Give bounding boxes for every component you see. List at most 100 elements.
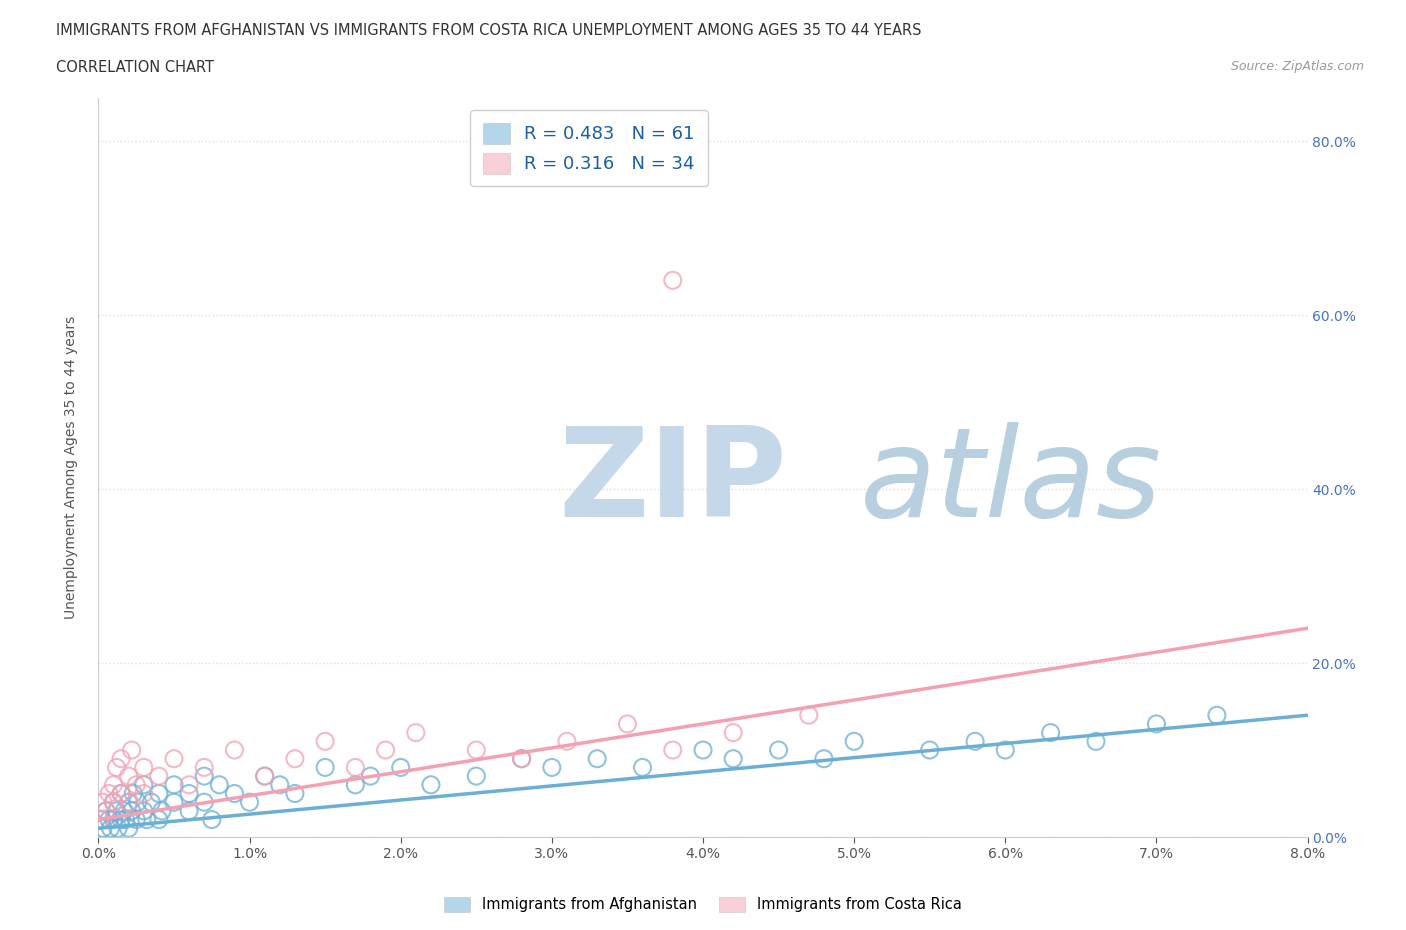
Point xyxy=(1206,708,1229,723)
Point xyxy=(125,777,148,792)
Point xyxy=(163,777,186,792)
Point xyxy=(118,795,141,810)
Point xyxy=(344,777,367,792)
Point xyxy=(127,795,149,810)
Legend: R = 0.483   N = 61, R = 0.316   N = 34: R = 0.483 N = 61, R = 0.316 N = 34 xyxy=(470,111,707,186)
Point xyxy=(768,742,790,757)
Point xyxy=(118,795,141,810)
Point xyxy=(105,760,128,775)
Point xyxy=(103,812,125,827)
Point xyxy=(208,777,231,792)
Point xyxy=(141,795,163,810)
Point xyxy=(90,812,112,827)
Point xyxy=(253,769,276,784)
Point xyxy=(125,812,148,827)
Point xyxy=(510,751,533,766)
Point xyxy=(179,786,201,801)
Point xyxy=(360,769,382,784)
Point xyxy=(118,769,141,784)
Point xyxy=(107,821,129,836)
Point xyxy=(118,821,141,836)
Legend: Immigrants from Afghanistan, Immigrants from Costa Rica: Immigrants from Afghanistan, Immigrants … xyxy=(439,891,967,918)
Point xyxy=(723,751,745,766)
Point xyxy=(555,734,578,749)
Point xyxy=(1085,734,1108,749)
Point xyxy=(239,795,262,810)
Point xyxy=(122,786,145,801)
Point xyxy=(132,777,155,792)
Point xyxy=(314,734,336,749)
Point xyxy=(98,812,121,827)
Point xyxy=(374,742,396,757)
Point xyxy=(201,812,224,827)
Point xyxy=(918,742,941,757)
Point xyxy=(284,786,307,801)
Point xyxy=(405,725,427,740)
Point xyxy=(631,760,654,775)
Point xyxy=(284,751,307,766)
Point xyxy=(150,804,173,818)
Point xyxy=(510,751,533,766)
Point xyxy=(541,760,564,775)
Point xyxy=(103,777,125,792)
Point xyxy=(163,751,186,766)
Point xyxy=(269,777,291,792)
Point xyxy=(723,725,745,740)
Y-axis label: Unemployment Among Ages 35 to 44 years: Unemployment Among Ages 35 to 44 years xyxy=(63,315,77,619)
Point xyxy=(692,742,714,757)
Point xyxy=(965,734,987,749)
Point xyxy=(132,786,155,801)
Point xyxy=(132,760,155,775)
Point xyxy=(112,804,135,818)
Text: IMMIGRANTS FROM AFGHANISTAN VS IMMIGRANTS FROM COSTA RICA UNEMPLOYMENT AMONG AGE: IMMIGRANTS FROM AFGHANISTAN VS IMMIGRANT… xyxy=(56,23,922,38)
Point xyxy=(135,812,157,827)
Point xyxy=(98,786,121,801)
Text: Source: ZipAtlas.com: Source: ZipAtlas.com xyxy=(1230,60,1364,73)
Point xyxy=(110,786,132,801)
Point xyxy=(103,795,125,810)
Point xyxy=(662,742,685,757)
Point xyxy=(465,769,488,784)
Point xyxy=(844,734,866,749)
Point xyxy=(110,751,132,766)
Point xyxy=(994,742,1017,757)
Text: atlas: atlas xyxy=(860,421,1163,542)
Point xyxy=(148,786,170,801)
Text: ZIP: ZIP xyxy=(558,421,786,542)
Point xyxy=(1039,725,1062,740)
Point xyxy=(179,804,201,818)
Point xyxy=(797,708,820,723)
Point xyxy=(344,760,367,775)
Point xyxy=(114,812,136,827)
Point xyxy=(662,272,685,287)
Text: CORRELATION CHART: CORRELATION CHART xyxy=(56,60,214,75)
Point xyxy=(389,760,412,775)
Point xyxy=(224,742,246,757)
Point xyxy=(616,716,638,731)
Point xyxy=(91,821,114,836)
Point xyxy=(132,804,155,818)
Point xyxy=(813,751,835,766)
Point xyxy=(163,795,186,810)
Point xyxy=(89,812,111,827)
Point xyxy=(94,804,117,818)
Point xyxy=(148,769,170,784)
Point xyxy=(110,786,132,801)
Point xyxy=(105,804,128,818)
Point xyxy=(121,742,143,757)
Point xyxy=(253,769,276,784)
Point xyxy=(148,812,170,827)
Point xyxy=(94,804,117,818)
Point xyxy=(121,804,143,818)
Point xyxy=(110,812,132,827)
Point xyxy=(586,751,609,766)
Point xyxy=(420,777,443,792)
Point xyxy=(465,742,488,757)
Point xyxy=(179,777,201,792)
Point xyxy=(91,795,114,810)
Point xyxy=(314,760,336,775)
Point xyxy=(193,769,215,784)
Point xyxy=(193,760,215,775)
Point xyxy=(193,795,215,810)
Point xyxy=(224,786,246,801)
